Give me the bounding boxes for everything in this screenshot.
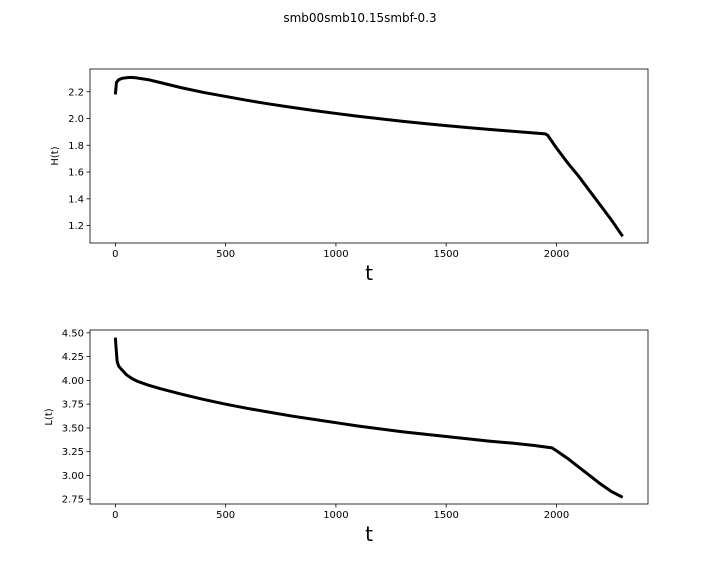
bottom-series-line-0: [113, 337, 624, 499]
chart-panel-bottom: 0 500 1000 1500 2000 2.75 3.00 3.25 3.50 3.75 4.00…: [44, 328, 649, 546]
bottom-y-axis-title: L(t): [44, 408, 55, 425]
bottom-x-tick-label: 1000: [323, 510, 348, 521]
top-x-tick-label: 1000: [323, 249, 348, 260]
top-y-tick-label: 2.0: [68, 114, 84, 125]
bottom-y-tick-label: 4.00: [62, 376, 84, 387]
bottom-axes-frame: [89, 329, 649, 505]
bottom-x-tick-label: 0: [112, 510, 118, 521]
top-x-tick-label: 500: [216, 249, 235, 260]
bottom-x-tick-label: 500: [216, 510, 235, 521]
figure-title: smb00smb10.15smbf-0.3: [283, 11, 436, 25]
chart-panel-top: 0 500 1000 1500 2000 1.2 1.4 1.6 1.8 2.0 2.2 t H(t): [50, 68, 649, 285]
top-y-tick-label: 1.4: [68, 194, 84, 205]
bottom-y-tick-label: 3.50: [62, 423, 84, 434]
top-x-tick-label: 2000: [544, 249, 569, 260]
bottom-y-tick-label: 3.75: [62, 400, 84, 411]
bottom-x-tick-label: 1500: [433, 510, 458, 521]
top-x-tick-label: 0: [112, 249, 118, 260]
bottom-y-tick-label: 3.25: [62, 447, 84, 458]
bottom-x-tick-label: 2000: [544, 510, 569, 521]
bottom-y-tick-label: 4.50: [62, 328, 84, 339]
top-y-tick-label: 1.2: [68, 221, 84, 232]
top-y-tick-label: 2.2: [68, 87, 84, 98]
top-axes-frame: [89, 68, 649, 244]
bottom-x-axis-title: t: [365, 522, 373, 546]
top-x-axis-title: t: [365, 261, 373, 285]
bottom-y-tick-label: 3.00: [62, 471, 84, 482]
top-y-tick-label: 1.8: [68, 141, 84, 152]
bottom-y-tick-label: 4.25: [62, 352, 84, 363]
top-y-tick-label: 1.6: [68, 168, 84, 179]
top-x-tick-label: 1500: [433, 249, 458, 260]
bottom-y-tick-label: 2.75: [62, 495, 84, 506]
top-series-line-0: [113, 75, 624, 238]
top-y-axis-title: H(t): [50, 146, 61, 165]
